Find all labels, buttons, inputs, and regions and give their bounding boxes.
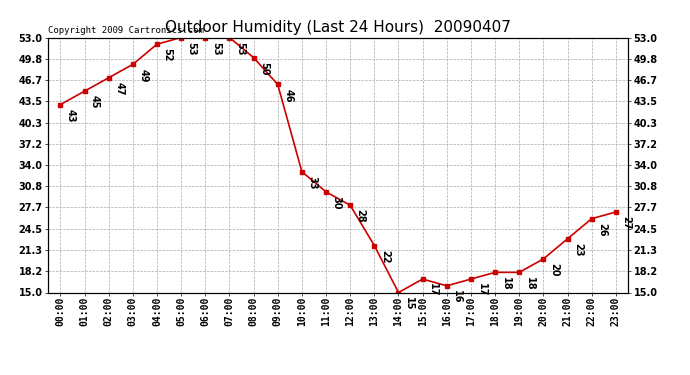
Text: 22: 22 (380, 250, 390, 263)
Title: Outdoor Humidity (Last 24 Hours)  20090407: Outdoor Humidity (Last 24 Hours) 2009040… (165, 20, 511, 35)
Text: 20: 20 (549, 263, 559, 277)
Text: 16: 16 (453, 290, 462, 303)
Text: 53: 53 (235, 42, 245, 55)
Text: 46: 46 (284, 88, 293, 102)
Text: 27: 27 (622, 216, 631, 229)
Text: 18: 18 (501, 276, 511, 290)
Text: 28: 28 (356, 209, 366, 223)
Text: 23: 23 (573, 243, 583, 256)
Text: 17: 17 (477, 283, 486, 297)
Text: 49: 49 (139, 69, 148, 82)
Text: 43: 43 (66, 109, 76, 122)
Text: 33: 33 (308, 176, 317, 189)
Text: 17: 17 (428, 283, 438, 297)
Text: 45: 45 (90, 95, 100, 109)
Text: 52: 52 (163, 48, 172, 62)
Text: 26: 26 (598, 223, 607, 236)
Text: 50: 50 (259, 62, 269, 75)
Text: 47: 47 (115, 82, 124, 95)
Text: 18: 18 (525, 276, 535, 290)
Text: 30: 30 (332, 196, 342, 210)
Text: 53: 53 (211, 42, 221, 55)
Text: 53: 53 (187, 42, 197, 55)
Text: Copyright 2009 Cartronics.com: Copyright 2009 Cartronics.com (48, 26, 204, 35)
Text: 15: 15 (404, 297, 414, 310)
